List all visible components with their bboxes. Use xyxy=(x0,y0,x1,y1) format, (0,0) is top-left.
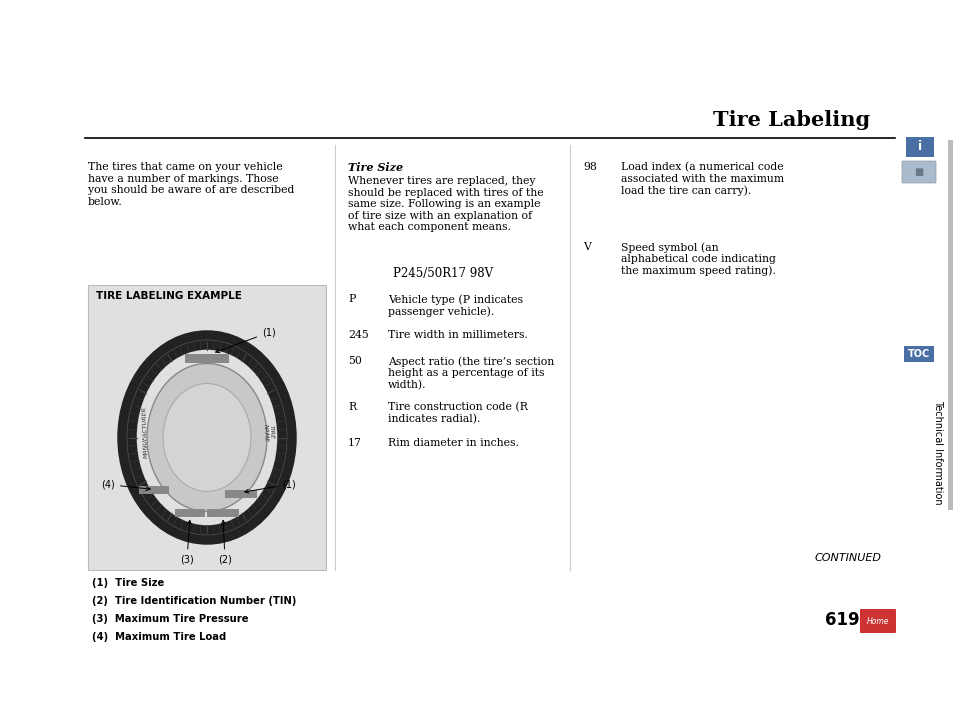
Text: (1): (1) xyxy=(245,479,295,493)
Text: (2)  Tire Identification Number (TIN): (2) Tire Identification Number (TIN) xyxy=(91,596,296,606)
Text: 50: 50 xyxy=(348,356,361,366)
FancyBboxPatch shape xyxy=(207,508,239,516)
Text: i: i xyxy=(917,141,922,153)
FancyBboxPatch shape xyxy=(905,137,933,157)
Text: R: R xyxy=(348,402,355,412)
Text: Speed symbol (an
alphabetical code indicating
the maximum speed rating).: Speed symbol (an alphabetical code indic… xyxy=(620,242,775,276)
Text: (1): (1) xyxy=(215,327,275,353)
Text: The tires that came on your vehicle
have a number of markings. Those
you should : The tires that came on your vehicle have… xyxy=(88,162,294,207)
FancyBboxPatch shape xyxy=(901,161,935,183)
Text: TOC: TOC xyxy=(907,349,929,359)
Ellipse shape xyxy=(147,364,267,511)
FancyBboxPatch shape xyxy=(174,508,205,516)
Text: Aspect ratio (the tire’s section
height as a percentage of its
width).: Aspect ratio (the tire’s section height … xyxy=(388,356,554,390)
FancyBboxPatch shape xyxy=(225,489,256,498)
Text: P: P xyxy=(348,294,355,304)
Text: Tire Size: Tire Size xyxy=(348,162,403,173)
Text: Vehicle type (P indicates
passenger vehicle).: Vehicle type (P indicates passenger vehi… xyxy=(388,294,522,317)
FancyBboxPatch shape xyxy=(859,609,895,633)
Text: (2): (2) xyxy=(218,520,232,564)
Text: (3): (3) xyxy=(180,520,193,564)
Text: Whenever tires are replaced, they
should be replaced with tires of the
same size: Whenever tires are replaced, they should… xyxy=(348,176,543,232)
Text: 245: 245 xyxy=(348,330,369,340)
Text: 619: 619 xyxy=(824,611,859,629)
Text: (4): (4) xyxy=(101,479,150,491)
Text: Tire Labeling: Tire Labeling xyxy=(712,110,869,130)
FancyBboxPatch shape xyxy=(903,346,933,362)
Text: ■: ■ xyxy=(913,167,923,177)
FancyBboxPatch shape xyxy=(88,285,326,570)
Text: (1)  Tire Size: (1) Tire Size xyxy=(91,578,164,588)
Text: 17: 17 xyxy=(348,438,361,448)
Ellipse shape xyxy=(163,383,251,491)
Text: MANUFACTURER: MANUFACTURER xyxy=(141,406,149,459)
FancyBboxPatch shape xyxy=(185,354,229,363)
Text: 98: 98 xyxy=(582,162,597,172)
Text: (3)  Maximum Tire Pressure: (3) Maximum Tire Pressure xyxy=(91,614,248,624)
FancyBboxPatch shape xyxy=(139,486,169,493)
Text: Load index (a numerical code
associated with the maximum
load the tire can carry: Load index (a numerical code associated … xyxy=(620,162,783,196)
Text: V: V xyxy=(582,242,590,252)
Text: Rim diameter in inches.: Rim diameter in inches. xyxy=(388,438,518,448)
Text: CONTINUED: CONTINUED xyxy=(814,553,882,563)
Text: Tire width in millimeters.: Tire width in millimeters. xyxy=(388,330,527,340)
Text: (4)  Maximum Tire Load: (4) Maximum Tire Load xyxy=(91,632,226,642)
FancyBboxPatch shape xyxy=(947,140,953,510)
Text: P245/50R17 98V: P245/50R17 98V xyxy=(393,267,493,280)
Text: Tire construction code (R
indicates radial).: Tire construction code (R indicates radi… xyxy=(388,402,527,425)
Text: Home: Home xyxy=(866,616,888,626)
Text: TIRE
NAME: TIRE NAME xyxy=(263,423,274,442)
Text: Technical Information: Technical Information xyxy=(932,400,942,505)
Text: TIRE LABELING EXAMPLE: TIRE LABELING EXAMPLE xyxy=(96,291,242,301)
